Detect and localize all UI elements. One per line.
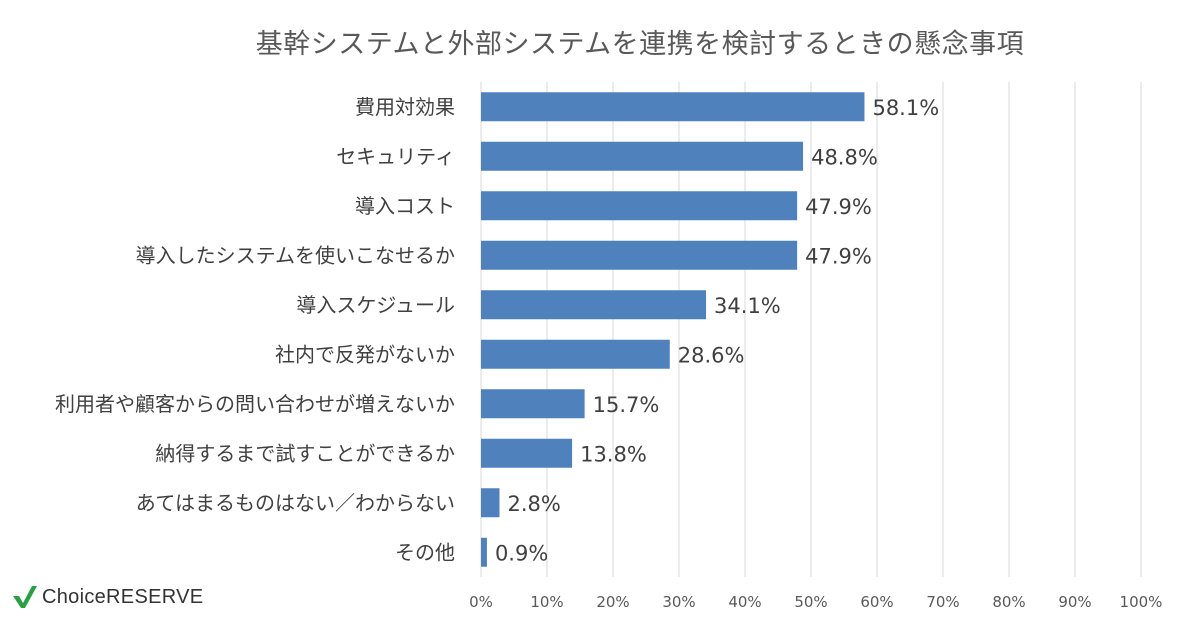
data-label: 0.9% bbox=[495, 541, 548, 565]
bar bbox=[481, 438, 573, 468]
data-label: 2.8% bbox=[507, 492, 560, 516]
x-tick-label: 60% bbox=[860, 593, 893, 611]
data-label: 15.7% bbox=[593, 393, 660, 417]
category-label: その他 bbox=[395, 540, 455, 564]
bars bbox=[481, 92, 865, 567]
bar bbox=[481, 488, 500, 518]
labels: 0% 10% 20% 30% 40% 50% 60% 70% 80% 90% 100% 費用対効果 58… bbox=[55, 95, 1162, 611]
x-tick-label: 80% bbox=[992, 593, 1025, 611]
x-tick-label: 100% bbox=[1120, 593, 1163, 611]
bar bbox=[481, 339, 670, 369]
category-label: あてはまるものはない／わからない bbox=[136, 491, 455, 515]
bar bbox=[481, 141, 804, 171]
category-label: 導入したシステムを使いこなせるか bbox=[136, 243, 455, 267]
x-tick-label: 70% bbox=[926, 593, 959, 611]
logo-text: ChoiceRESERVE bbox=[42, 585, 204, 608]
x-tick-label: 50% bbox=[794, 593, 827, 611]
bar bbox=[481, 191, 798, 221]
bar bbox=[481, 537, 487, 567]
x-tick-label: 20% bbox=[596, 593, 629, 611]
bar bbox=[481, 389, 585, 419]
checkmark-logo-icon bbox=[13, 586, 37, 608]
x-tick-label: 10% bbox=[530, 593, 563, 611]
x-tick-label: 90% bbox=[1058, 593, 1091, 611]
bar bbox=[481, 240, 798, 270]
category-label: 納得するまで試すことができるか bbox=[155, 441, 455, 465]
data-label: 47.9% bbox=[805, 244, 872, 268]
x-tick-label: 0% bbox=[469, 593, 493, 611]
data-label: 47.9% bbox=[805, 195, 872, 219]
x-tick-label: 30% bbox=[662, 593, 695, 611]
bar bbox=[481, 92, 865, 122]
category-label: 費用対効果 bbox=[355, 95, 455, 119]
category-label: セキュリティ bbox=[336, 144, 455, 168]
category-label: 導入スケジュール bbox=[296, 293, 455, 317]
data-label: 28.6% bbox=[678, 343, 745, 367]
data-label: 13.8% bbox=[580, 442, 647, 466]
category-label: 利用者や顧客からの問い合わせが増えないか bbox=[55, 392, 455, 416]
chart-title: 基幹システムと外部システムを連携を検討するときの懸念事項 bbox=[255, 29, 1025, 60]
bar bbox=[481, 290, 707, 320]
x-tick-label: 40% bbox=[728, 593, 761, 611]
data-label: 48.8% bbox=[811, 145, 878, 169]
data-label: 58.1% bbox=[872, 96, 939, 120]
category-label: 社内で反発がないか bbox=[275, 342, 455, 366]
category-label: 導入コスト bbox=[355, 194, 455, 218]
data-label: 34.1% bbox=[714, 294, 781, 318]
brand-logo: ChoiceRESERVE bbox=[12, 585, 203, 609]
